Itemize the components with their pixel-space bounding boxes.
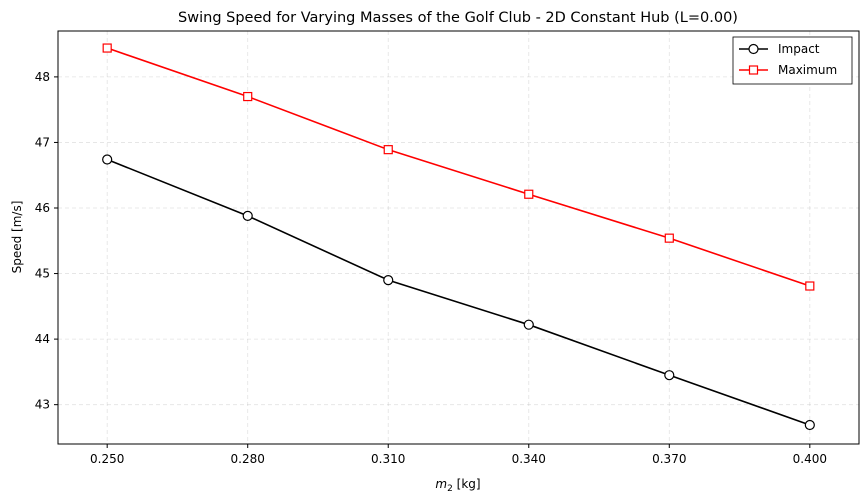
x-tick-label: 0.280 — [231, 452, 265, 466]
y-axis: 43 44 45 46 47 48 — [35, 70, 58, 412]
x-axis-label-subscript: 2 — [447, 484, 453, 494]
maximum-point — [805, 281, 815, 291]
maximum-point — [664, 233, 674, 243]
x-axis: 0.250 0.280 0.310 0.340 0.370 0.400 — [90, 444, 827, 466]
legend-maximum-label: Maximum — [778, 63, 837, 77]
x-tick-label: 0.400 — [793, 452, 827, 466]
legend-impact-label: Impact — [778, 42, 820, 56]
y-tick-label: 43 — [35, 398, 50, 412]
impact-line — [106, 158, 811, 426]
x-tick-label: 0.340 — [512, 452, 546, 466]
impact-point — [102, 154, 113, 165]
y-tick-label: 46 — [35, 201, 50, 215]
x-tick-label: 0.310 — [371, 452, 405, 466]
maximum-point — [383, 145, 393, 155]
impact-point — [242, 210, 253, 221]
legend-box — [732, 36, 853, 85]
y-tick-label: 48 — [35, 70, 50, 84]
impact-series — [102, 154, 815, 431]
x-axis-label: m2 [kg] — [435, 477, 480, 494]
legend: Impact Maximum — [732, 36, 853, 85]
plot-area-frame — [57, 30, 860, 445]
impact-point — [523, 319, 534, 330]
impact-point — [664, 370, 675, 381]
x-tick-label: 0.370 — [652, 452, 686, 466]
x-tick-label: 0.250 — [90, 452, 124, 466]
maximum-point — [243, 91, 253, 102]
y-tick-label: 45 — [35, 267, 50, 281]
x-axis-label-unit: [kg] — [453, 477, 481, 491]
series-layer — [102, 43, 815, 431]
impact-point — [804, 419, 815, 431]
legend-impact-marker — [748, 43, 759, 55]
legend-maximum-marker — [748, 65, 759, 75]
maximum-series — [102, 43, 815, 291]
maximum-point — [524, 189, 534, 199]
maximum-point — [102, 43, 112, 53]
y-tick-label: 47 — [35, 135, 50, 149]
maximum-line — [106, 47, 811, 287]
impact-point — [383, 275, 394, 286]
x-axis-label-var: m — [435, 477, 447, 491]
chart-title: Swing Speed for Varying Masses of the Go… — [178, 10, 738, 26]
y-axis-label: Speed [m/s] — [10, 201, 24, 274]
grid-lines — [58, 31, 859, 444]
y-tick-label: 44 — [35, 332, 50, 346]
